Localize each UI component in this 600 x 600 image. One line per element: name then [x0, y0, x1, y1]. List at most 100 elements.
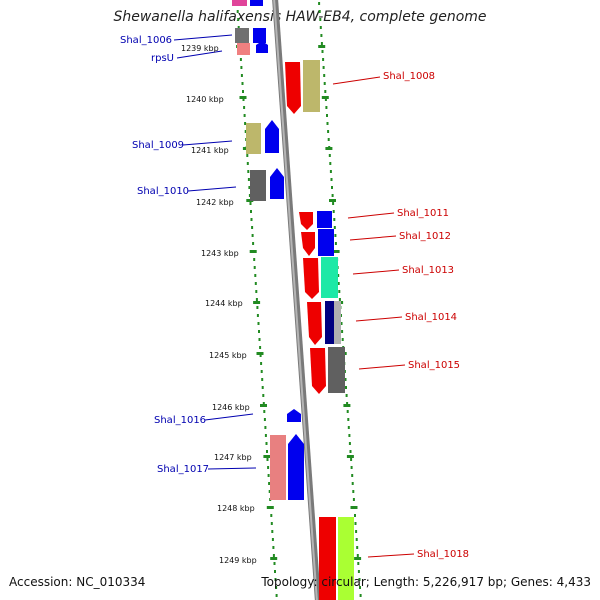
right-dot-track-dot — [334, 242, 337, 245]
right-dot-track-dot — [322, 58, 325, 61]
right-dot-track-dot — [338, 290, 341, 293]
right-dot-track-dot — [331, 186, 333, 189]
gene-shal-1015-a[interactable] — [310, 348, 326, 394]
label-shal-1006[interactable]: Shal_1006 — [120, 35, 172, 46]
label-shal-1017[interactable]: Shal_1017 — [157, 464, 209, 475]
gene-shal-1008-a[interactable] — [285, 62, 301, 114]
gene-pink-fragment[interactable] — [232, 0, 247, 6]
gene-shal-1009-a[interactable] — [246, 123, 261, 154]
right-dot-track-dot — [320, 42, 323, 45]
gene-shal-1011-a[interactable] — [299, 212, 313, 230]
right-dot-track-dot — [350, 458, 353, 461]
gene-shal-1009-b[interactable] — [265, 120, 279, 153]
right-dot-track-dot — [321, 50, 324, 53]
left-dot-track-dot — [264, 426, 267, 429]
right-dot-track-kbp-tick-1240 — [321, 96, 329, 99]
left-dot-track-dot — [262, 394, 265, 397]
kbp-label-1248: 1248 kbp — [217, 504, 255, 513]
left-dot-track-dot — [242, 98, 245, 101]
left-dot-track-dot — [240, 74, 243, 77]
gene-shal-1014-a[interactable] — [307, 302, 322, 345]
gene-blue-fragment[interactable] — [250, 0, 263, 6]
right-dot-track-dot — [333, 226, 336, 229]
label-shal-1016[interactable]: Shal_1016 — [154, 415, 206, 426]
gene-labels: Shal_1006 rpsU Shal_1008 Shal_1009 Shal_… — [120, 35, 469, 560]
left-dot-track-dot — [251, 234, 254, 237]
left-dot-track-dot — [260, 362, 263, 365]
gene-shal-1012-b[interactable] — [318, 229, 334, 256]
left-dot-track-dot — [259, 354, 262, 357]
left-dot-track-dot — [254, 282, 257, 285]
gene-shal-1018-a[interactable] — [319, 517, 336, 600]
right-dot-track-dot — [318, 2, 321, 5]
left-dot-track-dot — [239, 58, 242, 61]
gene-shal-1014-c[interactable] — [334, 301, 341, 344]
right-dot-track-dot — [334, 234, 337, 237]
gene-shal-1017-b[interactable] — [288, 434, 304, 500]
label-shal-1009[interactable]: Shal_1009 — [132, 140, 184, 151]
gene-shal-1010-a[interactable] — [250, 170, 266, 201]
right-dot-track-dot — [326, 114, 328, 117]
label-shal-1008[interactable]: Shal_1008 — [383, 71, 435, 82]
right-dot-track-dot — [346, 410, 349, 413]
right-dot-track-dot — [354, 514, 356, 517]
gene-shal-1006-a[interactable] — [235, 28, 249, 43]
kbp-label-1246: 1246 kbp — [212, 403, 250, 412]
gene-rpsu-a[interactable] — [237, 43, 250, 55]
left-dot-track-dot — [252, 242, 255, 245]
right-dot-track-dot — [351, 474, 354, 477]
right-dot-track-dot — [327, 130, 330, 133]
left-dot-track-dot — [268, 490, 271, 493]
left-dot-track-dot — [254, 274, 257, 277]
left-dot-track-dot — [237, 18, 240, 21]
left-dot-track-dot — [236, 10, 239, 13]
gene-shal-1013-a[interactable] — [303, 258, 319, 299]
right-dot-track-kbp-tick-1249 — [354, 557, 362, 560]
gene-shal-1006-b[interactable] — [253, 28, 266, 43]
gene-shal-1016[interactable] — [287, 409, 301, 422]
leader-lines — [173, 34, 415, 558]
map-title: Shewanella halifaxensis HAW-EB4, complet… — [113, 9, 487, 25]
right-dot-track-dot — [350, 466, 353, 469]
tick-dot-tracks — [236, 2, 362, 597]
left-dot-track-dot — [266, 450, 268, 453]
left-dot-track-dot — [250, 218, 253, 221]
gene-shal-1017-a[interactable] — [270, 435, 286, 500]
left-dot-track-dot — [244, 130, 247, 133]
right-dot-track-dot — [347, 426, 350, 429]
left-dot-track-dot — [263, 418, 266, 421]
gene-shal-1013-b[interactable] — [321, 257, 338, 298]
gene-shal-1010-b[interactable] — [270, 168, 284, 199]
label-shal-1012[interactable]: Shal_1012 — [399, 231, 451, 242]
label-shal-1014[interactable]: Shal_1014 — [405, 312, 457, 323]
label-rpsu[interactable]: rpsU — [151, 53, 174, 64]
gene-shal-1008-b[interactable] — [303, 60, 320, 112]
right-dot-track-dot — [329, 170, 332, 173]
left-dot-track-kbp-tick-1244 — [253, 301, 261, 304]
gene-shal-1011-b[interactable] — [317, 211, 332, 228]
kbp-label-1245: 1245 kbp — [209, 351, 247, 360]
right-dot-track-dot — [354, 522, 357, 525]
right-dot-track-kbp-tick-1247 — [346, 455, 354, 458]
left-dot-track-dot — [257, 322, 260, 325]
gene-shal-1014-b[interactable] — [325, 301, 334, 344]
label-shal-1010[interactable]: Shal_1010 — [137, 186, 189, 197]
right-dot-track-dot — [331, 194, 334, 197]
kbp-label-1239: 1239 kbp — [181, 44, 219, 53]
gene-shal-1015-b[interactable] — [328, 347, 345, 393]
gene-shal-1012-a[interactable] — [301, 232, 315, 256]
label-shal-1015[interactable]: Shal_1015 — [408, 360, 460, 371]
label-shal-1018[interactable]: Shal_1018 — [417, 549, 469, 560]
right-dot-track-dot — [355, 530, 358, 533]
left-dot-track-dot — [255, 290, 258, 293]
label-shal-1011[interactable]: Shal_1011 — [397, 208, 449, 219]
gene-rpsu-b[interactable] — [256, 41, 268, 53]
label-shal-1013[interactable]: Shal_1013 — [402, 265, 454, 276]
right-dot-track-dot — [330, 178, 333, 181]
left-dot-track-dot — [274, 570, 276, 573]
accession-text: Accession: NC_010334 — [9, 575, 146, 589]
gene-shal-1018-b[interactable] — [338, 517, 354, 600]
left-dot-track-dot — [261, 378, 264, 381]
right-dot-track-dot — [329, 162, 332, 165]
